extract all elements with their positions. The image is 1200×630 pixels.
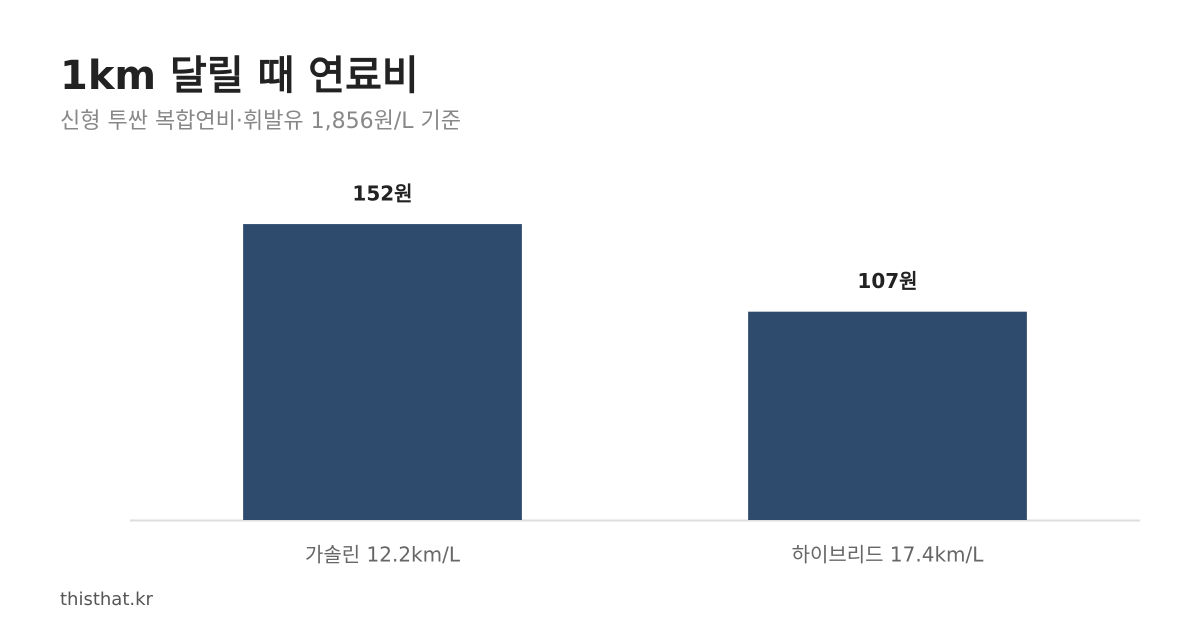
source: thisthat.kr [60,589,154,610]
bar [243,224,522,520]
chart-subtitle: 신형 투싼 복합연비·휘발유 1,856원/L 기준 [60,109,461,134]
chart-title: 1km 달릴 때 연료비 [60,53,419,99]
value-label: 107원 [857,269,917,293]
x-tick-label: 하이브리드 17.4km/L [792,543,985,567]
bar [748,311,1027,520]
value-label: 152원 [352,182,412,206]
x-tick-label: 가솔린 12.2km/L [305,543,461,567]
